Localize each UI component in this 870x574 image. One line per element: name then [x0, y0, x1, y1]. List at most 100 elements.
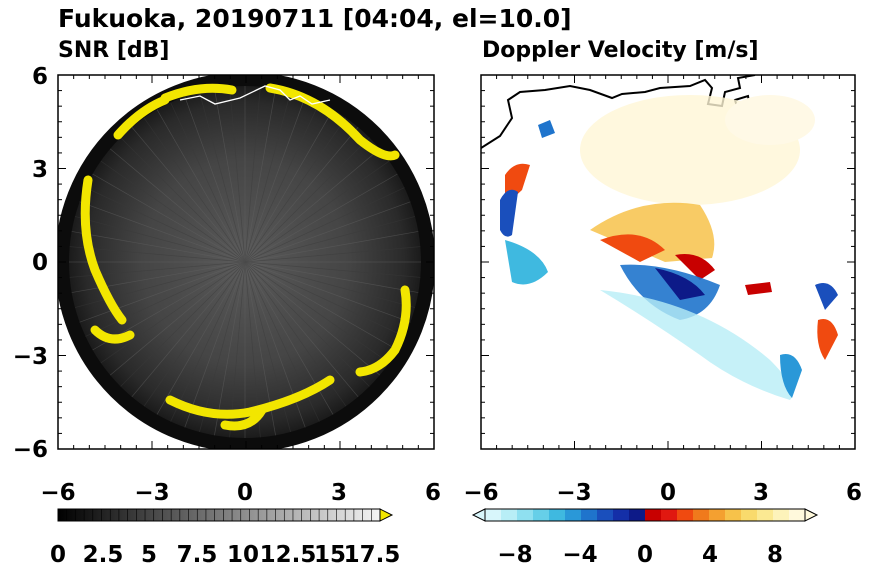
snr-colorbar-label-7.5: 7.5: [177, 542, 218, 568]
doppler-colorbar-extend-max: [804, 508, 819, 522]
doppler-colorbar-cell: [693, 509, 710, 521]
snr-radial-streak: [244, 109, 334, 263]
snr-colorbar-ramp: [58, 509, 380, 521]
snr-radial-streak: [214, 88, 246, 263]
doppler-x-tick-label-6: 6: [846, 480, 862, 506]
snr-echo-north: [160, 83, 237, 103]
doppler-colorbar-cell: [709, 509, 726, 521]
snr-x-tick-label-6: 6: [425, 480, 441, 506]
snr-x-tick-label-neg6: −6: [40, 480, 75, 506]
snr-radial-streak: [244, 91, 291, 263]
snr-radial-streak: [244, 201, 411, 263]
doppler-colorbar-cell: [485, 509, 502, 521]
snr-radial-streak: [69, 246, 246, 263]
snr-echo-south: [165, 375, 335, 419]
doppler-x-tick-label-neg3: −3: [556, 480, 591, 506]
snr-radial-streak: [229, 86, 246, 263]
doppler-echo-core-dark: [675, 254, 715, 280]
snr-coastline: [179, 85, 331, 105]
snr-radial-streak: [85, 187, 246, 263]
doppler-echo-north-east-faint: [725, 95, 815, 145]
snr-radial-streak: [244, 261, 381, 376]
snr-radial-streak: [131, 261, 246, 398]
snr-radial-streak: [74, 261, 246, 308]
doppler-colorbar-cell: [533, 509, 550, 521]
snr-radial-streak: [244, 148, 381, 263]
snr-radial-streak: [244, 126, 359, 263]
snr-radial-streak: [100, 261, 246, 364]
doppler-echo-west-blue: [500, 189, 518, 237]
doppler-echo-north-west-edge: [538, 120, 555, 138]
snr-radial-streak: [244, 261, 419, 293]
doppler-echo-core-warm: [600, 234, 665, 262]
snr-echo-east: [355, 285, 411, 377]
snr-radial-streak: [244, 261, 411, 323]
snr-colorbar: [57, 508, 394, 522]
snr-colorbar-label-12.5: 12.5: [260, 542, 317, 568]
snr-radial-streak: [79, 261, 246, 323]
doppler-colorbar-cell: [789, 509, 806, 521]
doppler-x-tick-label-neg6: −6: [463, 480, 498, 506]
snr-radial-streak: [244, 137, 370, 263]
snr-radial-streak: [156, 261, 246, 415]
doppler-colorbar-label-neg8: −8: [497, 542, 532, 568]
doppler-x-tick-label-0: 0: [660, 480, 676, 506]
doppler-plot-area: [481, 75, 855, 449]
doppler-colorbar-cell: [757, 509, 774, 521]
doppler-colorbar: [471, 508, 819, 522]
doppler-tick-marks: [480, 74, 856, 450]
snr-radial-streak: [244, 160, 390, 263]
snr-radial-streak: [244, 231, 419, 263]
doppler-echo-cool-fan: [620, 264, 720, 320]
doppler-echo-west-warm: [505, 163, 530, 215]
snr-radial-streak: [199, 261, 246, 433]
snr-radial-streak: [109, 148, 246, 263]
doppler-colorbar-cells: [485, 509, 806, 521]
snr-radial-streak: [92, 173, 246, 263]
snr-radial-streak: [85, 261, 246, 337]
doppler-colorbar-cell: [613, 509, 630, 521]
snr-radial-streak: [143, 117, 246, 263]
snr-radial-streak: [244, 96, 306, 263]
doppler-colorbar-label-0: 0: [637, 542, 653, 568]
snr-radial-streak: [170, 261, 246, 422]
snr-radial-streak: [184, 261, 246, 428]
doppler-colorbar-cell: [629, 509, 646, 521]
snr-colorbar-ticks: [66, 509, 372, 521]
snr-radial-streak: [229, 261, 246, 438]
snr-radial-streak: [244, 86, 261, 263]
doppler-colorbar-cell: [565, 509, 582, 521]
snr-radial-streak: [244, 261, 405, 337]
doppler-colorbar-label-4: 4: [702, 542, 718, 568]
doppler-echo-east-red: [817, 319, 838, 360]
y-tick-label-3: 3: [32, 157, 48, 183]
snr-x-tick-label-neg3: −3: [134, 480, 169, 506]
snr-radial-streak: [156, 109, 246, 263]
snr-radial-streak: [170, 102, 246, 263]
snr-colorbar-label-15: 15: [314, 542, 346, 568]
doppler-echo-east-blue: [815, 282, 838, 310]
snr-plot-area: [58, 75, 434, 449]
snr-colorbar-label-10: 10: [227, 542, 259, 568]
snr-panel-title: SNR [dB]: [58, 38, 169, 63]
snr-radial-streak: [244, 117, 347, 263]
snr-echo-north-east: [265, 83, 400, 161]
snr-x-tick-label-0: 0: [237, 480, 253, 506]
snr-radial-streak: [244, 102, 320, 263]
snr-colorbar-label-5: 5: [141, 542, 157, 568]
doppler-colorbar-cell: [741, 509, 758, 521]
snr-radial-streak: [100, 160, 246, 263]
snr-radial-streak: [244, 261, 359, 398]
doppler-colorbar-cell: [597, 509, 614, 521]
snr-echo-south-west: [90, 325, 135, 344]
snr-radial-streak: [143, 261, 246, 407]
doppler-colorbar-extend-min: [471, 508, 486, 522]
doppler-colorbar-frame: [484, 508, 806, 522]
snr-radial-texture: [69, 86, 421, 438]
doppler-colorbar-label-neg4: −4: [562, 542, 597, 568]
snr-radial-streak: [131, 126, 246, 263]
snr-echo-west: [80, 175, 127, 325]
doppler-colorbar-cell: [773, 509, 790, 521]
doppler-colorbar-label-8: 8: [767, 542, 783, 568]
